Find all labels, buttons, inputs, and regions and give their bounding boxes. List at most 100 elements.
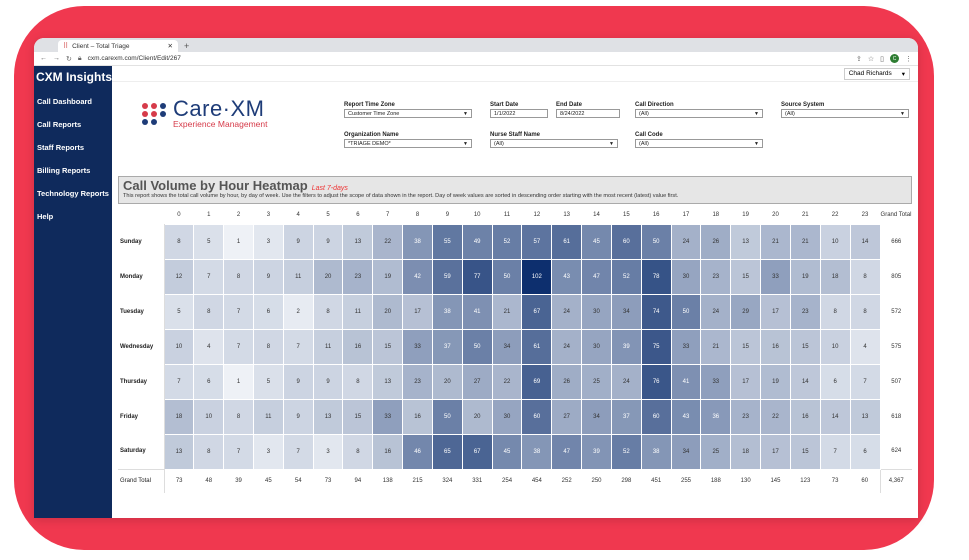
heatmap-cell[interactable]: 6 (819, 363, 851, 400)
heatmap-cell[interactable]: 17 (760, 293, 791, 330)
heatmap-cell[interactable]: 9 (312, 223, 344, 260)
heatmap-cell[interactable]: 55 (431, 223, 463, 260)
heatmap-cell[interactable]: 15 (342, 398, 374, 435)
heatmap-cell[interactable]: 10 (193, 398, 225, 435)
url-field[interactable]: cxm.carexm.com/Client/Edit/267 (87, 55, 181, 62)
heatmap-cell[interactable]: 3 (252, 433, 284, 470)
heatmap-cell[interactable]: 8 (163, 223, 195, 260)
heatmap-cell[interactable]: 33 (700, 363, 732, 400)
heatmap-cell[interactable]: 23 (730, 398, 762, 435)
heatmap-cell[interactable]: 38 (431, 293, 463, 330)
heatmap-cell[interactable]: 8 (193, 433, 225, 470)
sidebar-item-technology-reports[interactable]: Technology Reports (37, 189, 109, 198)
heatmap-cell[interactable]: 10 (163, 328, 195, 365)
heatmap-cell[interactable]: 20 (372, 293, 404, 330)
heatmap-cell[interactable]: 24 (610, 363, 642, 400)
heatmap-cell[interactable]: 10 (819, 328, 851, 365)
heatmap-cell[interactable]: 60 (610, 223, 642, 260)
heatmap-cell[interactable]: 50 (491, 258, 523, 295)
heatmap-cell[interactable]: 26 (700, 223, 732, 260)
close-tab-icon[interactable]: ✕ (167, 43, 173, 50)
heatmap-cell[interactable]: 24 (700, 293, 732, 330)
heatmap-cell[interactable]: 11 (282, 258, 314, 295)
heatmap-cell[interactable]: 8 (849, 293, 881, 330)
heatmap-cell[interactable]: 9 (312, 363, 344, 400)
heatmap-cell[interactable]: 22 (372, 223, 404, 260)
heatmap-cell[interactable]: 47 (551, 433, 583, 470)
heatmap-cell[interactable]: 37 (610, 398, 642, 435)
heatmap-cell[interactable]: 7 (819, 433, 851, 470)
heatmap-cell[interactable]: 30 (670, 258, 702, 295)
heatmap-cell[interactable]: 50 (670, 293, 702, 330)
heatmap-cell[interactable]: 13 (312, 398, 344, 435)
heatmap-cell[interactable]: 25 (700, 433, 732, 470)
heatmap-cell[interactable]: 30 (581, 328, 612, 365)
heatmap-cell[interactable]: 21 (789, 223, 821, 260)
new-tab-button[interactable]: + (184, 41, 190, 51)
heatmap-cell[interactable]: 8 (223, 398, 254, 435)
heatmap-cell[interactable]: 50 (461, 328, 493, 365)
heatmap-cell[interactable]: 74 (640, 293, 672, 330)
heatmap-cell[interactable]: 8 (342, 363, 374, 400)
heatmap-cell[interactable]: 69 (521, 363, 553, 400)
sidebar-item-billing-reports[interactable]: Billing Reports (37, 166, 91, 175)
heatmap-cell[interactable]: 47 (581, 258, 612, 295)
heatmap-cell[interactable]: 45 (491, 433, 523, 470)
heatmap-cell[interactable]: 5 (252, 363, 284, 400)
heatmap-cell[interactable]: 24 (551, 293, 583, 330)
heatmap-cell[interactable]: 60 (640, 398, 672, 435)
sidebar-item-call-dashboard[interactable]: Call Dashboard (37, 97, 93, 106)
heatmap-cell[interactable]: 30 (491, 398, 523, 435)
heatmap-cell[interactable]: 5 (193, 223, 225, 260)
heatmap-cell[interactable]: 13 (849, 398, 881, 435)
heatmap-cell[interactable]: 34 (491, 328, 523, 365)
heatmap-cell[interactable]: 42 (402, 258, 433, 295)
heatmap-cell[interactable]: 77 (461, 258, 493, 295)
profile-avatar[interactable]: C (890, 54, 899, 63)
heatmap-cell[interactable]: 14 (789, 363, 821, 400)
heatmap-cell[interactable]: 67 (461, 433, 493, 470)
heatmap-cell[interactable]: 15 (789, 328, 821, 365)
heatmap-cell[interactable]: 36 (700, 398, 732, 435)
heatmap-cell[interactable]: 6 (252, 293, 284, 330)
heatmap-cell[interactable]: 7 (223, 433, 254, 470)
heatmap-cell[interactable]: 8 (223, 258, 254, 295)
heatmap-cell[interactable]: 15 (730, 328, 762, 365)
heatmap-cell[interactable]: 5 (163, 293, 195, 330)
heatmap-cell[interactable]: 16 (342, 328, 374, 365)
heatmap-cell[interactable]: 38 (640, 433, 672, 470)
heatmap-cell[interactable]: 15 (372, 328, 404, 365)
source-system-select[interactable]: (All) ▼ (781, 109, 909, 118)
heatmap-cell[interactable]: 3 (312, 433, 344, 470)
heatmap-cell[interactable]: 15 (789, 433, 821, 470)
heatmap-cell[interactable]: 6 (193, 363, 225, 400)
heatmap-cell[interactable]: 39 (581, 433, 612, 470)
heatmap-cell[interactable]: 38 (521, 433, 553, 470)
heatmap-cell[interactable]: 50 (431, 398, 463, 435)
heatmap-cell[interactable]: 7 (282, 328, 314, 365)
heatmap-cell[interactable]: 22 (491, 363, 523, 400)
heatmap-cell[interactable]: 13 (342, 223, 374, 260)
heatmap-cell[interactable]: 16 (372, 433, 404, 470)
heatmap-cell[interactable]: 75 (640, 328, 672, 365)
heatmap-cell[interactable]: 17 (760, 433, 791, 470)
heatmap-cell[interactable]: 102 (521, 258, 553, 295)
heatmap-cell[interactable]: 34 (581, 398, 612, 435)
heatmap-cell[interactable]: 9 (252, 258, 284, 295)
heatmap-cell[interactable]: 21 (491, 293, 523, 330)
heatmap-cell[interactable]: 14 (849, 223, 881, 260)
heatmap-cell[interactable]: 30 (581, 293, 612, 330)
sidebar-item-staff-reports[interactable]: Staff Reports (37, 143, 85, 152)
heatmap-cell[interactable]: 41 (461, 293, 493, 330)
heatmap-cell[interactable]: 7 (223, 328, 254, 365)
share-icon[interactable]: ⇪ (855, 55, 862, 63)
start-date-field[interactable]: 1/1/2022 (490, 109, 548, 118)
heatmap-cell[interactable]: 8 (252, 328, 284, 365)
menu-icon[interactable]: ⋮ (905, 55, 912, 63)
heatmap-cell[interactable]: 27 (551, 398, 583, 435)
heatmap-cell[interactable]: 59 (431, 258, 463, 295)
heatmap-cell[interactable]: 17 (730, 363, 762, 400)
heatmap-cell[interactable]: 24 (551, 328, 583, 365)
heatmap-cell[interactable]: 9 (282, 398, 314, 435)
heatmap-cell[interactable]: 61 (521, 328, 553, 365)
